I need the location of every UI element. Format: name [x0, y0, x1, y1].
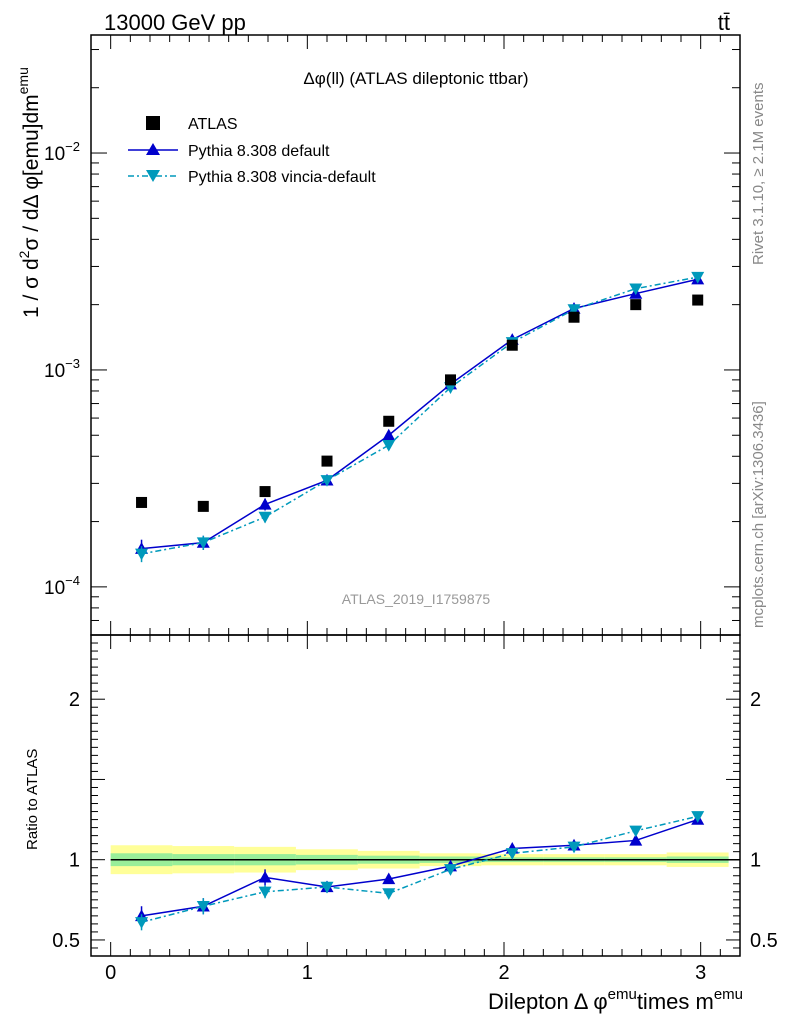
x-label-prefix: Dilepton [488, 989, 569, 1014]
point-vincia [629, 283, 643, 296]
legend: ATLAS Pythia 8.308 default Pythia 8.308 … [128, 116, 376, 186]
ratio-point-vincia [629, 825, 643, 838]
y-tick-label-base: 10 [44, 578, 65, 599]
x-tick-label: 1 [302, 962, 313, 984]
point-atlas [197, 500, 209, 512]
legend-label-vincia: Pythia 8.308 vincia-default [188, 169, 376, 186]
point-atlas [445, 374, 457, 386]
ratio-tick-label-right: 2 [750, 689, 761, 711]
y-tick-label-exp: −2 [65, 139, 80, 154]
point-default [258, 497, 272, 510]
point-atlas [259, 486, 271, 498]
point-vincia [691, 271, 705, 284]
ratio-point-default [629, 833, 643, 846]
y-label-part-c: σ / dΔ φ[emu]dm [20, 94, 43, 250]
point-atlas [136, 496, 148, 508]
y-tick-label-exp: −3 [65, 356, 80, 371]
ratio-tick-label-right: 0.5 [750, 930, 778, 952]
y-tick-label: 10−3 [44, 356, 80, 382]
ratio-tick-label-left: 0.5 [52, 930, 80, 952]
analysis-label: ATLAS_2019_I1759875 [342, 591, 491, 607]
x-label-times: times m [637, 989, 714, 1014]
point-vincia [196, 537, 210, 550]
y-tick-label-base: 10 [44, 361, 65, 382]
ratio-point-default [382, 872, 396, 885]
y-tick-label: 10−4 [44, 573, 80, 599]
y-label-part-d: emu [15, 67, 31, 94]
y-tick-label: 10−2 [44, 139, 80, 165]
point-default [382, 428, 396, 441]
ratio-tick-label-right: 1 [750, 850, 761, 872]
legend-label-atlas: ATLAS [188, 116, 238, 133]
header-left: 13000 GeV pp [104, 10, 246, 35]
ratio-point-vincia [505, 848, 519, 860]
ratio-line-default [141, 818, 698, 917]
y-axis-label: 1 / σ d2σ / dΔ φ[emu]dmemu [15, 67, 43, 318]
y-tick-label-exp: −4 [65, 573, 80, 588]
ratio-point-vincia [135, 917, 149, 929]
point-atlas [630, 299, 642, 311]
ratio-panel: 0 1 2 3 0.5 0.5 1 1 2 2 [52, 634, 778, 984]
main-panel: 10−410−310−2 [44, 34, 741, 636]
ratio-point-vincia [196, 901, 210, 913]
ratio-ticks: 0 1 2 3 0.5 0.5 1 1 2 2 [52, 634, 778, 984]
series-line-vincia [141, 276, 698, 555]
y-label-part-a: 1 / σ d [20, 258, 43, 318]
x-tick-label: 2 [498, 962, 509, 984]
legend-marker-vincia [146, 170, 160, 182]
point-vincia [382, 439, 396, 452]
legend-marker-default [146, 143, 160, 155]
y-tick-label-base: 10 [44, 144, 65, 165]
ratio-point-vincia [444, 864, 458, 876]
ratio-y-label: Ratio to ATLAS [24, 749, 41, 850]
ratio-point-vincia [567, 841, 581, 854]
main-ticks: 10−410−310−2 [44, 35, 741, 636]
header-right: tt̄ [718, 10, 730, 35]
legend-label-default: Pythia 8.308 default [188, 143, 330, 160]
ratio-line-vincia [141, 815, 698, 924]
chart-title: Δφ(ll) (ATLAS dileptonic ttbar) [303, 69, 528, 88]
point-atlas [383, 415, 395, 427]
mcplots-label: mcplots.cern.ch [arXiv:1306.3436] [750, 401, 767, 628]
ratio-point-vincia [320, 881, 334, 894]
series-line-default [141, 278, 698, 550]
x-label-sup2: emu [714, 986, 743, 1003]
ratio-point-vincia [691, 811, 705, 823]
ratio-point-default [258, 870, 272, 883]
x-axis-label: Dilepton Δ φemutimes memu [488, 986, 743, 1014]
legend-marker-atlas [146, 116, 160, 130]
x-label-delta: Δ φ [574, 989, 608, 1014]
ratio-point-vincia [382, 888, 396, 900]
point-vincia [258, 511, 272, 524]
point-vincia [320, 475, 334, 487]
point-atlas [692, 294, 704, 306]
ratio-tick-label-left: 1 [69, 850, 80, 872]
x-tick-label: 3 [695, 962, 706, 984]
point-atlas [321, 455, 333, 467]
ratio-bands [110, 845, 740, 875]
point-vincia [567, 304, 581, 316]
point-atlas [506, 339, 518, 351]
ratio-marks [135, 811, 705, 931]
ratio-point-vincia [258, 886, 272, 899]
point-vincia [135, 548, 149, 561]
x-tick-label: 0 [105, 962, 116, 984]
x-label-sup1: emu [608, 986, 637, 1003]
main-marks [135, 271, 705, 563]
point-atlas [568, 311, 580, 323]
ratio-tick-label-left: 2 [69, 689, 80, 711]
rivet-label: Rivet 3.1.10, ≥ 2.1M events [750, 83, 767, 266]
y-label-part-b: 2 [16, 250, 32, 258]
